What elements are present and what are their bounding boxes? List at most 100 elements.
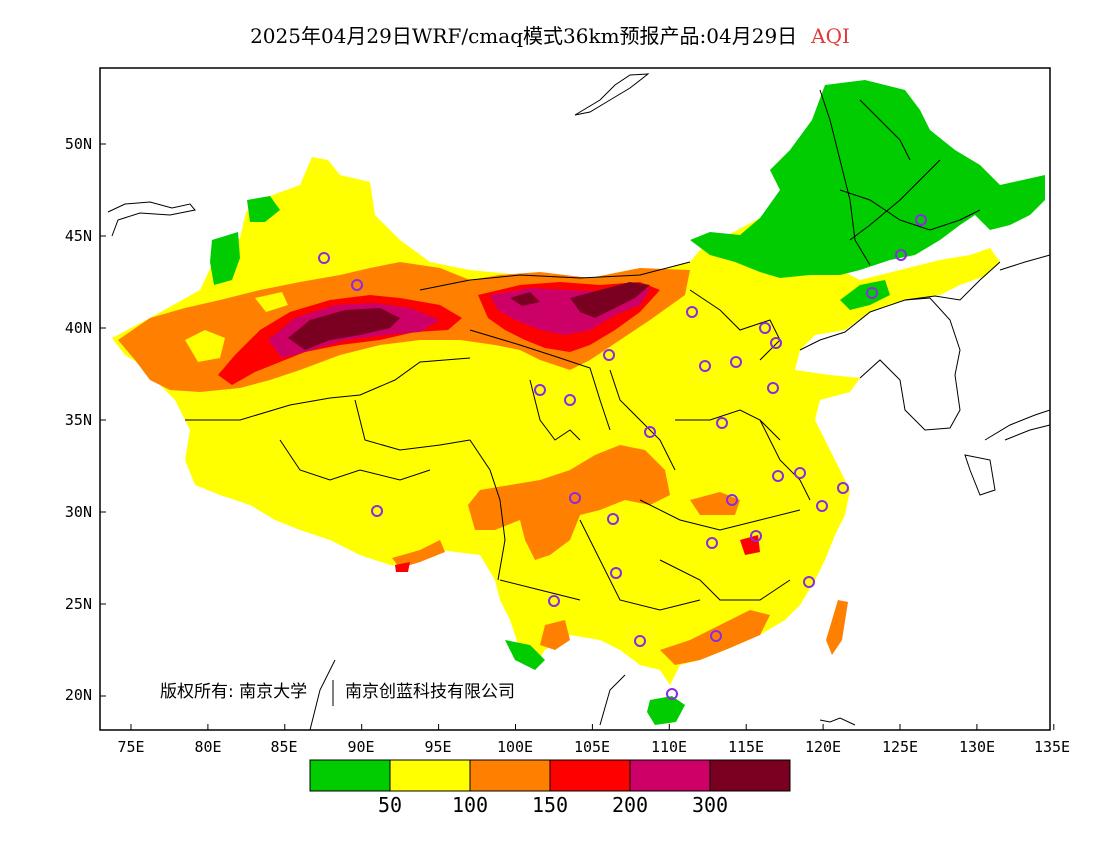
station-marker xyxy=(634,635,646,647)
station-marker xyxy=(351,279,363,291)
region-sensitive-tibet-east xyxy=(392,540,445,568)
x-tick-label: 100E xyxy=(497,738,533,756)
border-guangxi xyxy=(659,559,791,601)
station-marker xyxy=(371,505,383,517)
x-tick-label: 80E xyxy=(194,738,221,756)
region-good-altai xyxy=(247,196,280,222)
station-marker xyxy=(794,467,806,479)
coastline-korea xyxy=(904,261,1001,301)
y-tick-label: 30N xyxy=(65,503,92,521)
region-good-ili xyxy=(210,232,240,285)
station-marker xyxy=(569,492,581,504)
region-good-yunnan xyxy=(505,640,545,670)
border-yunnan xyxy=(499,579,581,601)
station-marker xyxy=(564,394,576,406)
border-yangtze xyxy=(639,499,801,531)
border-tibet-qinghai xyxy=(354,399,471,451)
coastline-east xyxy=(799,297,961,431)
station-marker xyxy=(770,337,782,349)
legend-label: 50 xyxy=(378,793,402,817)
station-marker xyxy=(837,482,849,494)
x-tick-label: 110E xyxy=(651,738,687,756)
x-tick-label: 130E xyxy=(959,738,995,756)
border-anhui xyxy=(759,419,811,501)
y-tick-label: 20N xyxy=(65,686,92,704)
border-hebei xyxy=(689,289,781,361)
station-marker xyxy=(772,470,784,482)
copyright-right: 南京创蓝科技有限公司 xyxy=(345,682,515,702)
region-hazardous-inner-mongolia xyxy=(570,282,650,318)
border-northeast xyxy=(839,99,981,241)
station-marker xyxy=(666,688,678,700)
station-marker xyxy=(686,306,698,318)
legend-swatch-very-unhealthy xyxy=(629,759,711,792)
legend-swatch-moderate xyxy=(389,759,471,792)
y-tick-label: 50N xyxy=(65,135,92,153)
x-tick-label: 95E xyxy=(424,738,451,756)
x-tick-label: 85E xyxy=(270,738,297,756)
station-marker xyxy=(730,356,742,368)
station-marker xyxy=(915,214,927,226)
station-marker xyxy=(866,287,878,299)
station-marker xyxy=(699,360,711,372)
border-guizhou xyxy=(579,519,701,611)
region-moderate-hole-2 xyxy=(255,292,288,312)
border-tibet-inner xyxy=(279,439,431,481)
legend-swatch-sensitive xyxy=(469,759,551,792)
station-marker xyxy=(610,567,622,579)
boundary-lines xyxy=(107,73,1051,731)
y-axis-ticks xyxy=(100,143,106,697)
coastline-lake xyxy=(107,201,196,237)
border-qinghai-inner xyxy=(529,379,581,441)
aqi-legend: 50 100 150 200 300 xyxy=(309,759,791,817)
region-moderate-hole-1 xyxy=(185,330,225,362)
station-marker xyxy=(726,494,738,506)
legend-label: 200 xyxy=(612,793,648,817)
border-gansu xyxy=(469,329,611,431)
region-unhealthy-tibet xyxy=(395,562,410,572)
region-good-liaoning xyxy=(840,280,890,310)
region-good-hainan xyxy=(647,696,685,725)
station-marker xyxy=(750,530,762,542)
station-marker xyxy=(603,349,615,361)
y-tick-label: 45N xyxy=(65,227,92,245)
station-marker xyxy=(895,249,907,261)
border-shaanxi xyxy=(609,369,676,471)
border-qinghai-sichuan xyxy=(469,439,506,581)
x-tick-label: 75E xyxy=(117,738,144,756)
coastline-kamchatka xyxy=(574,73,650,116)
station-marker xyxy=(607,513,619,525)
title-variable: AQI xyxy=(811,24,850,48)
border-xinjiang-tibet xyxy=(185,357,471,421)
station-marker xyxy=(548,595,560,607)
legend-swatch-good xyxy=(309,759,391,792)
coastline-south xyxy=(309,659,856,731)
region-hazardous-alashan xyxy=(510,292,540,306)
y-tick-label: 40N xyxy=(65,319,92,337)
station-marker xyxy=(706,537,718,549)
x-axis-ticks xyxy=(130,724,1055,730)
title-text: 2025年04月29日WRF/cmaq模式36km预报产品:04月29日 xyxy=(250,24,798,48)
station-marker xyxy=(767,382,779,394)
x-tick-label: 105E xyxy=(574,738,610,756)
map-frame xyxy=(99,67,1051,731)
legend-label: 100 xyxy=(452,793,488,817)
border-henan xyxy=(675,409,781,441)
border-inner-mongolia xyxy=(419,261,691,291)
station-marker xyxy=(759,322,771,334)
x-tick-label: 120E xyxy=(805,738,841,756)
x-tick-label: 90E xyxy=(347,738,374,756)
legend-label: 150 xyxy=(532,793,568,817)
station-marker xyxy=(716,417,728,429)
x-tick-label: 125E xyxy=(882,738,918,756)
station-markers xyxy=(318,214,927,700)
station-marker xyxy=(534,384,546,396)
x-axis-labels: 75E 80E 85E 90E 95E 100E 105E 110E 115E … xyxy=(117,738,1070,756)
station-marker xyxy=(318,252,330,264)
legend-swatch-unhealthy xyxy=(549,759,631,792)
y-tick-label: 25N xyxy=(65,595,92,613)
station-marker xyxy=(644,426,656,438)
region-sensitive-guangdong xyxy=(660,610,770,665)
x-tick-label: 135E xyxy=(1034,738,1070,756)
